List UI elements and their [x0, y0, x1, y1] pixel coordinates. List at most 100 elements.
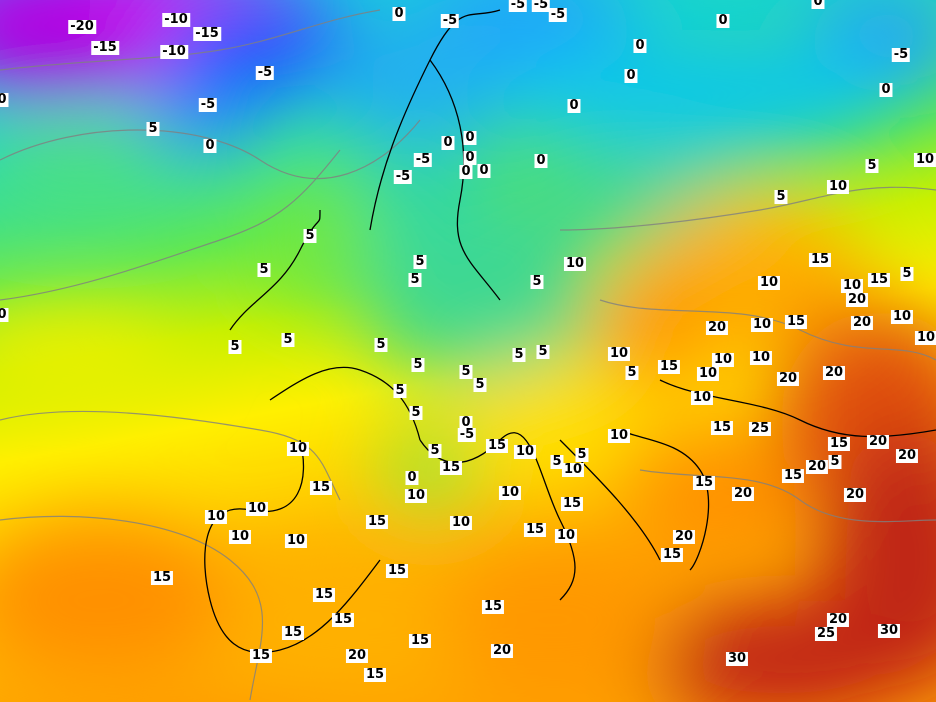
- contour-label: 5: [530, 274, 544, 289]
- contour-label: 5: [428, 443, 442, 458]
- contour-label: 15: [331, 612, 355, 627]
- contour-label: 0: [405, 470, 419, 485]
- isotherm: [639, 469, 936, 523]
- contour-label: 5: [303, 228, 317, 243]
- contour-label: 15: [309, 480, 333, 495]
- coastline: [269, 366, 421, 441]
- contour-label: 20: [805, 459, 829, 474]
- contour-label: 10: [286, 441, 310, 456]
- isotherm: [0, 119, 421, 180]
- contour-label: 20: [822, 365, 846, 380]
- contour-label: 0: [879, 82, 893, 97]
- contour-label: 10: [913, 152, 936, 167]
- contour-label: 5: [257, 262, 271, 277]
- contour-label: 0: [203, 138, 217, 153]
- isotherm: [0, 9, 381, 71]
- contour-label: 0: [0, 93, 9, 107]
- contour-label: 0: [459, 164, 473, 179]
- isotherm: [0, 410, 341, 501]
- contour-label: 15: [657, 359, 681, 374]
- contour-label: 15: [281, 625, 305, 640]
- contour-label: 5: [828, 454, 842, 469]
- coastline: [204, 439, 381, 654]
- contour-label: 15: [523, 522, 547, 537]
- contour-label: 30: [725, 651, 749, 666]
- contour-label: 5: [409, 405, 423, 420]
- contour-label: 10: [711, 352, 735, 367]
- contour-label: 0: [392, 6, 406, 21]
- isotherm: [0, 149, 341, 301]
- temperature-region: [0, 310, 180, 390]
- contour-label: 15: [660, 547, 684, 562]
- contour-label: 5: [146, 121, 160, 136]
- contour-label: 10: [607, 428, 631, 443]
- coastline: [429, 59, 501, 301]
- contour-label: 5: [393, 383, 407, 398]
- coastline: [619, 429, 710, 571]
- isotherm: [599, 299, 936, 361]
- contour-label: 15: [827, 436, 851, 451]
- contour-label: 20: [490, 643, 514, 658]
- contour-label: 5: [512, 347, 526, 362]
- contour-label: 20: [850, 315, 874, 330]
- contour-label: 5: [281, 332, 295, 347]
- contour-label: 15: [365, 514, 389, 529]
- contour-label: -5: [891, 47, 911, 62]
- contour-label: 10: [607, 346, 631, 361]
- contour-label: -10: [162, 12, 190, 27]
- contour-label: 20: [895, 448, 919, 463]
- contour-label: -5: [508, 0, 528, 12]
- contour-label: 15: [692, 475, 716, 490]
- contour-label: -5: [413, 152, 433, 167]
- contour-label: 20: [826, 612, 850, 627]
- contour-label: -10: [160, 44, 188, 59]
- contour-label: 5: [575, 447, 589, 462]
- contour-label: 10: [890, 309, 914, 324]
- contour-label: 20: [672, 529, 696, 544]
- contour-label: -5: [198, 97, 218, 112]
- contour-label: 5: [374, 337, 388, 352]
- contour-label: 5: [536, 344, 550, 359]
- contour-label: 15: [781, 468, 805, 483]
- contour-label: 10: [498, 485, 522, 500]
- contour-label: 15: [710, 420, 734, 435]
- contour-label: 20: [345, 648, 369, 663]
- contour-label: 15: [481, 599, 505, 614]
- contour-label: 10: [696, 366, 720, 381]
- contour-label: 5: [228, 339, 242, 354]
- contour-label: 15: [385, 563, 409, 578]
- contour-label: 10: [757, 275, 781, 290]
- contour-label: 10: [749, 350, 773, 365]
- contour-label: 5: [413, 254, 427, 269]
- contour-label: 30: [877, 623, 901, 638]
- contour-label: 0: [567, 98, 581, 113]
- contour-label: 10: [204, 509, 228, 524]
- contour-label: -5: [457, 427, 477, 442]
- contour-label: 0: [633, 38, 647, 53]
- contour-label: 5: [900, 266, 914, 281]
- contour-label: -5: [440, 13, 460, 28]
- contour-label: 15: [867, 272, 891, 287]
- contour-label: 10: [750, 317, 774, 332]
- contour-label: 0: [459, 415, 473, 430]
- contour-label: 5: [408, 272, 422, 287]
- contour-label: 10: [228, 529, 252, 544]
- contour-lines: [0, 9, 936, 701]
- contour-label: 10: [404, 488, 428, 503]
- temperature-region: [440, 540, 680, 700]
- contour-label: 10: [245, 501, 269, 516]
- contour-label: 15: [249, 648, 273, 663]
- contour-label: -15: [91, 40, 119, 55]
- contour-label: 15: [485, 438, 509, 453]
- contour-label: 5: [550, 454, 564, 469]
- contour-label: 10: [840, 278, 864, 293]
- contour-label: 0: [477, 163, 491, 178]
- contour-label: 0: [624, 68, 638, 83]
- contour-label: 20: [866, 434, 890, 449]
- contour-label: 5: [473, 377, 487, 392]
- contour-label: 0: [441, 135, 455, 150]
- contour-label: -5: [393, 169, 413, 184]
